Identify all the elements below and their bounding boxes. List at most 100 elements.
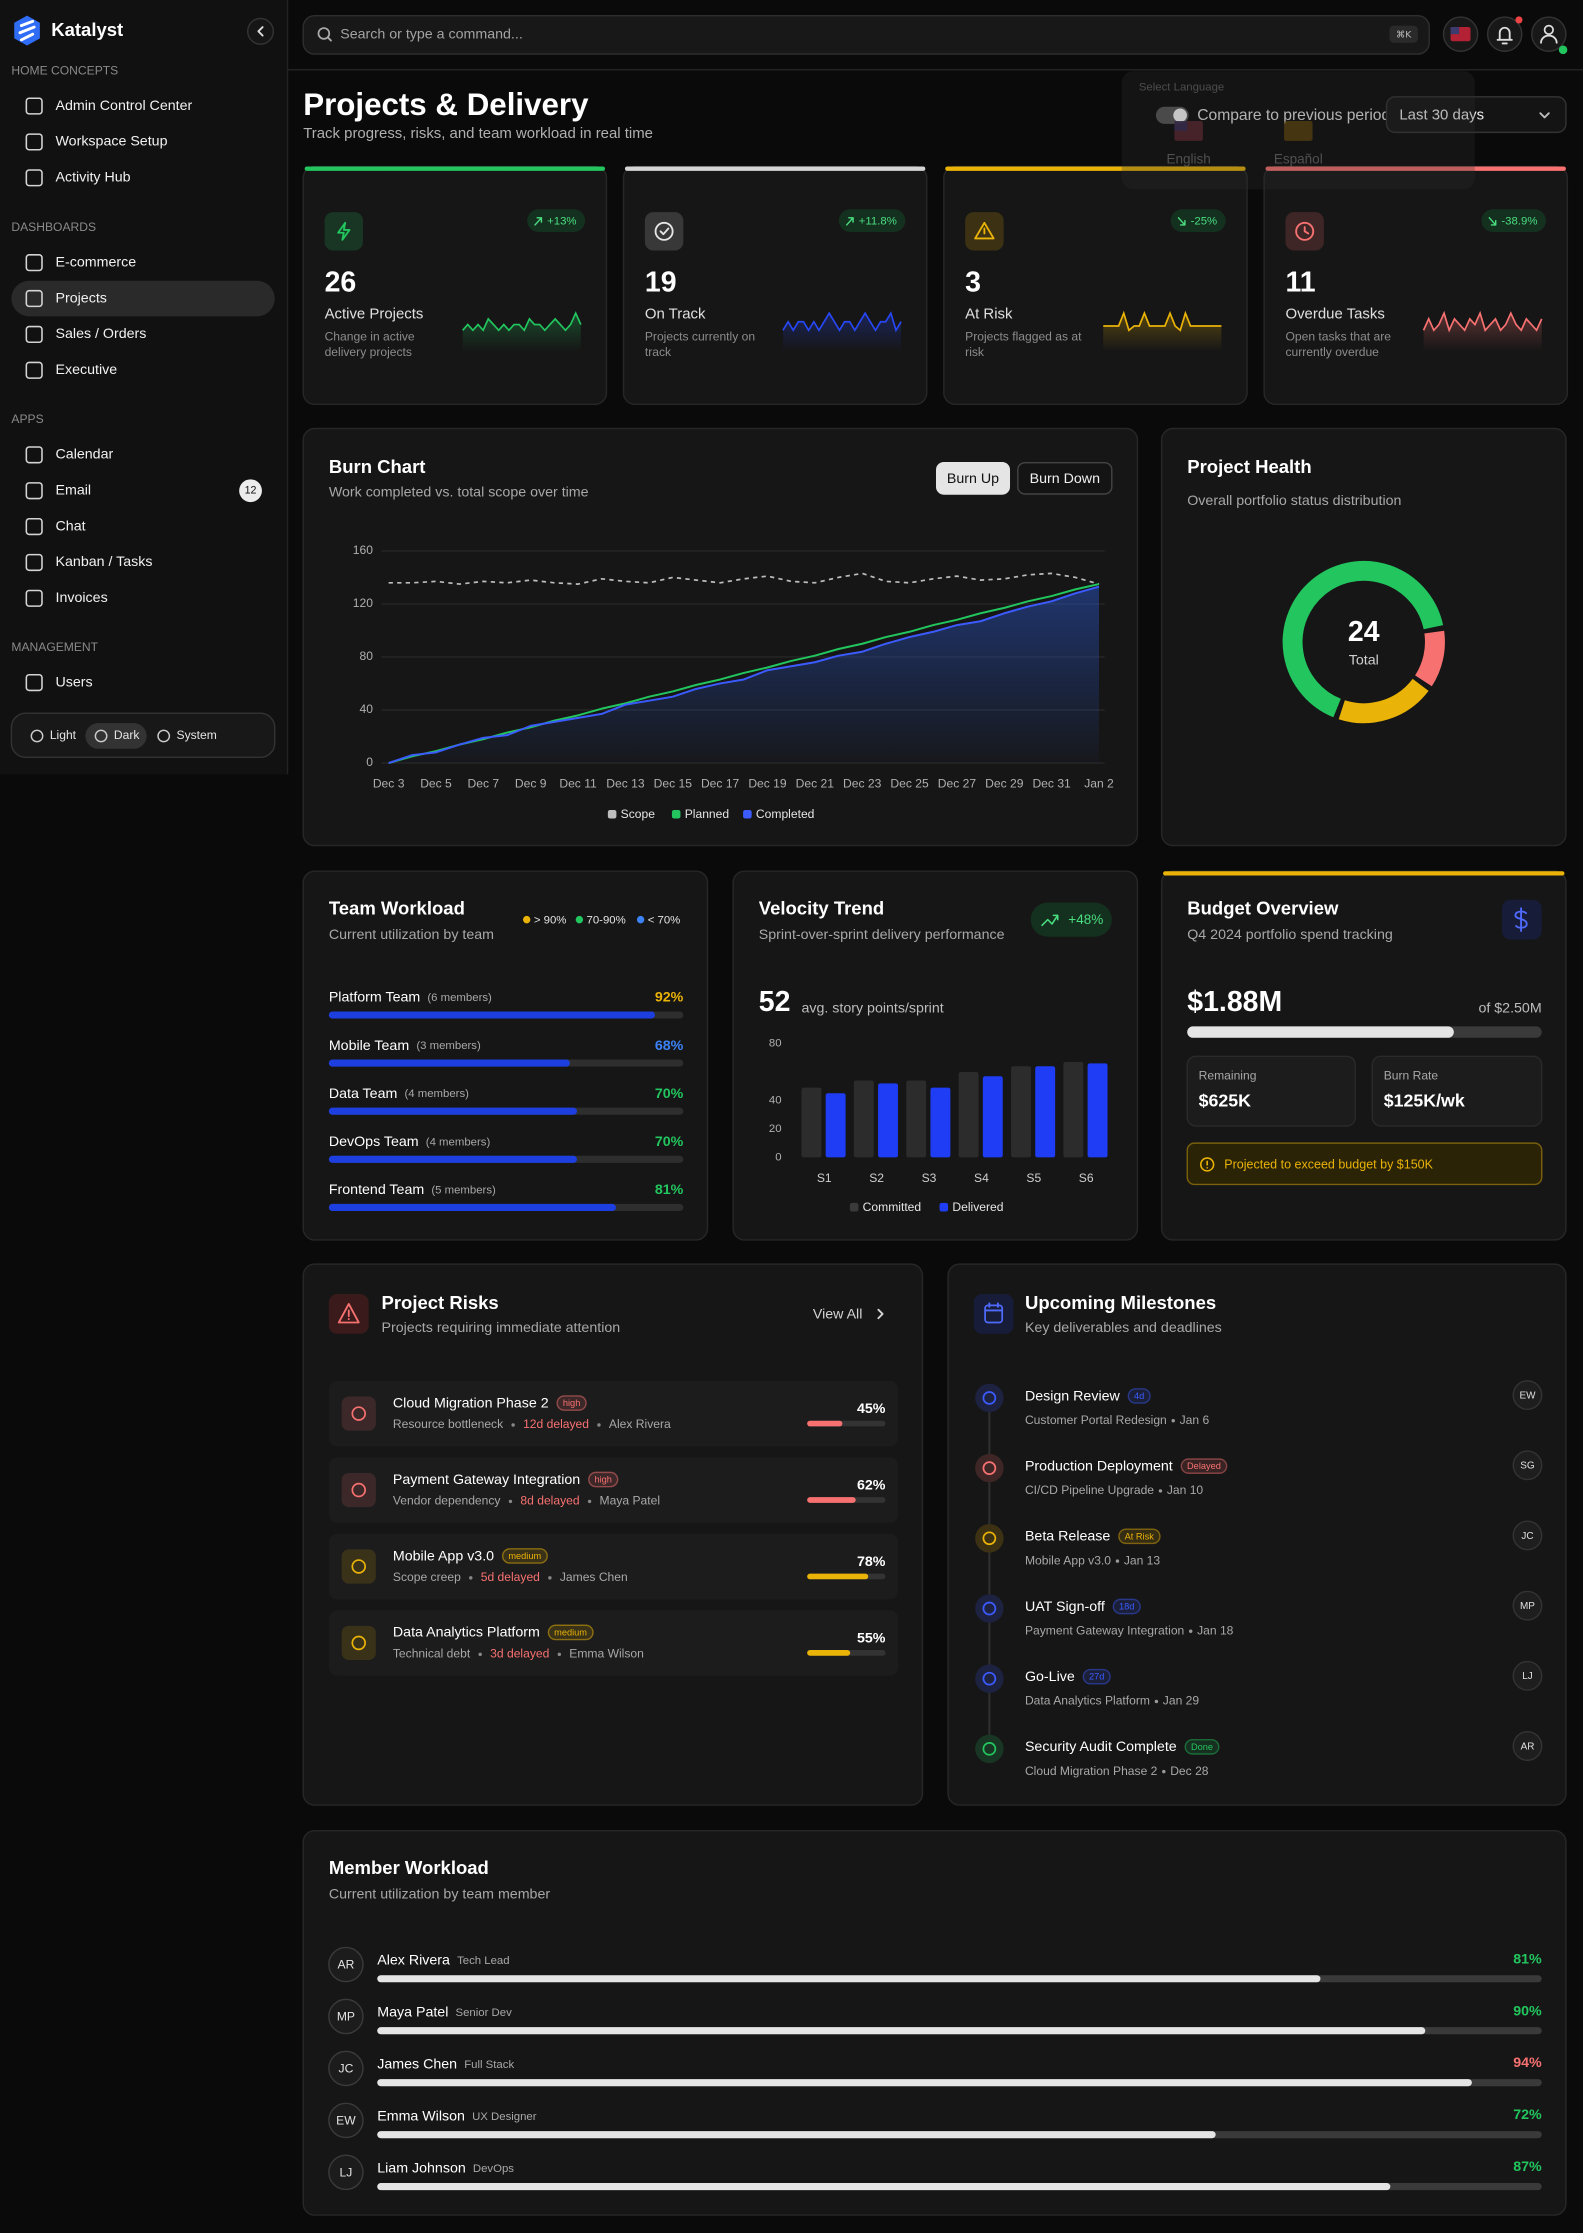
team-name: Platform Team — [329, 990, 420, 1006]
x-tick-label: S2 — [869, 1171, 884, 1185]
language-option[interactable]: English — [1167, 152, 1211, 167]
milestone-date: Jan 13 — [1124, 1553, 1161, 1567]
collapse-button[interactable] — [246, 17, 275, 45]
kpi-change-pill — [1481, 209, 1546, 233]
card-icon — [337, 1303, 360, 1324]
risk-owner: Alex Rivera — [609, 1417, 671, 1431]
milestone-icon — [982, 1601, 997, 1616]
theme-option[interactable]: System — [177, 728, 217, 742]
milestone-title: Go-Live — [1025, 1669, 1075, 1685]
card-title: Budget Overview — [1187, 898, 1339, 919]
flag-icon — [1450, 27, 1460, 35]
risk-name: Data Analytics Platform — [393, 1625, 540, 1641]
x-tick-label: S4 — [974, 1171, 989, 1185]
milestone-icon — [982, 1391, 997, 1405]
kpi-icon-box — [324, 212, 364, 251]
nav-icon — [25, 673, 43, 692]
bar — [1087, 1063, 1108, 1158]
bar — [982, 1076, 1003, 1158]
stat-value: $625K — [1199, 1091, 1252, 1111]
kpi-icon — [1295, 221, 1315, 241]
period-value: Last 30 days — [1399, 106, 1484, 123]
risk-progress: 78% — [857, 1554, 886, 1570]
toggle-button[interactable] — [1017, 461, 1113, 495]
risk-cause: Technical debt — [393, 1647, 471, 1661]
view-all-link[interactable]: View All — [813, 1306, 863, 1322]
team-name: Frontend Team — [329, 1182, 424, 1198]
milestone-date: Jan 29 — [1163, 1694, 1200, 1708]
theme-option[interactable]: Dark — [114, 728, 140, 742]
y-tick-label: 80 — [360, 649, 374, 663]
member-role: UX Designer — [472, 2111, 537, 2123]
search-icon — [326, 36, 332, 42]
milestone-tag: 4d — [1134, 1391, 1144, 1401]
nav-icon — [25, 589, 43, 607]
stat-box — [1186, 1055, 1356, 1127]
nav-item[interactable]: Email — [56, 482, 92, 498]
nav-item[interactable]: Users — [56, 674, 93, 690]
text-line: delivery projects — [325, 345, 412, 359]
sparkline-area — [782, 313, 902, 352]
nav-item[interactable]: Sales / Orders — [56, 326, 147, 342]
nav-item[interactable]: Kanban / Tasks — [56, 554, 153, 570]
change-pill — [1030, 902, 1112, 937]
bar — [930, 1087, 951, 1158]
member-role: DevOps — [473, 2163, 514, 2175]
x-tick-label: Jan 2 — [1084, 777, 1114, 791]
theme-option[interactable]: Light — [50, 728, 77, 742]
period-select[interactable] — [1385, 96, 1567, 134]
nav-item[interactable]: Calendar — [56, 447, 114, 463]
owner-avatar — [1512, 1731, 1543, 1761]
risk-cause: Scope creep — [393, 1570, 461, 1584]
bar — [377, 1975, 1321, 1983]
language-option[interactable]: Español — [1274, 152, 1323, 167]
card-subtitle: Q4 2024 portfolio spend tracking — [1187, 927, 1393, 943]
nav-icon — [25, 361, 43, 379]
nav-item[interactable]: Admin Control Center — [56, 98, 193, 114]
bar — [328, 1011, 655, 1019]
toggle-button-label[interactable]: Burn Down — [1030, 471, 1100, 487]
nav-item[interactable]: Chat — [56, 518, 86, 534]
legend-label: Scope — [621, 807, 656, 821]
bar — [328, 1155, 577, 1163]
milestone-date: Jan 6 — [1180, 1413, 1210, 1427]
milestone-title: Design Review — [1025, 1388, 1121, 1404]
separator-dot — [469, 1576, 473, 1580]
legend-label: Planned — [685, 807, 729, 821]
nav-item[interactable]: E-commerce — [56, 254, 137, 270]
risk-icon — [351, 1559, 366, 1574]
x-tick-label: Dec 29 — [985, 777, 1024, 791]
tag-pill — [588, 1471, 619, 1488]
language-menu-title: Select Language — [1139, 82, 1224, 94]
member-name: Alex Rivera — [377, 1953, 450, 1969]
legend-dot — [575, 915, 584, 924]
nav-icon — [25, 553, 43, 572]
x-tick-label: S6 — [1079, 1171, 1094, 1185]
nav-item[interactable]: Executive — [56, 362, 118, 378]
notifications-button[interactable] — [1486, 16, 1523, 52]
text-line: Projects flagged as at — [965, 330, 1082, 344]
nav-item[interactable]: Activity Hub — [56, 170, 131, 186]
owner-initials: EW — [1519, 1390, 1536, 1401]
bar — [328, 1059, 570, 1067]
chevron — [1539, 112, 1550, 119]
kpi-change: -25% — [1191, 215, 1218, 227]
toggle-button[interactable] — [935, 461, 1011, 495]
nav-item[interactable]: Projects — [56, 290, 107, 306]
search-box[interactable] — [302, 14, 1430, 55]
nav-item[interactable]: Workspace Setup — [56, 134, 168, 150]
risk-cause: Vendor dependency — [393, 1494, 502, 1508]
compare-label: Compare to previous period — [1197, 107, 1390, 124]
theme-icon — [94, 729, 108, 743]
sparkline — [462, 311, 582, 332]
risk-owner: Emma Wilson — [569, 1647, 644, 1661]
nav-icon — [25, 169, 43, 187]
toggle-button-label[interactable]: Burn Up — [947, 471, 999, 487]
user-icon — [1540, 34, 1558, 44]
nav-item[interactable]: Invoices — [56, 590, 108, 606]
card-accent — [1163, 871, 1565, 876]
member-role: Senior Dev — [456, 2007, 513, 2019]
legend-label: 70-90% — [587, 914, 626, 926]
text-line: risk — [965, 345, 985, 359]
budget-icon — [1514, 907, 1528, 932]
